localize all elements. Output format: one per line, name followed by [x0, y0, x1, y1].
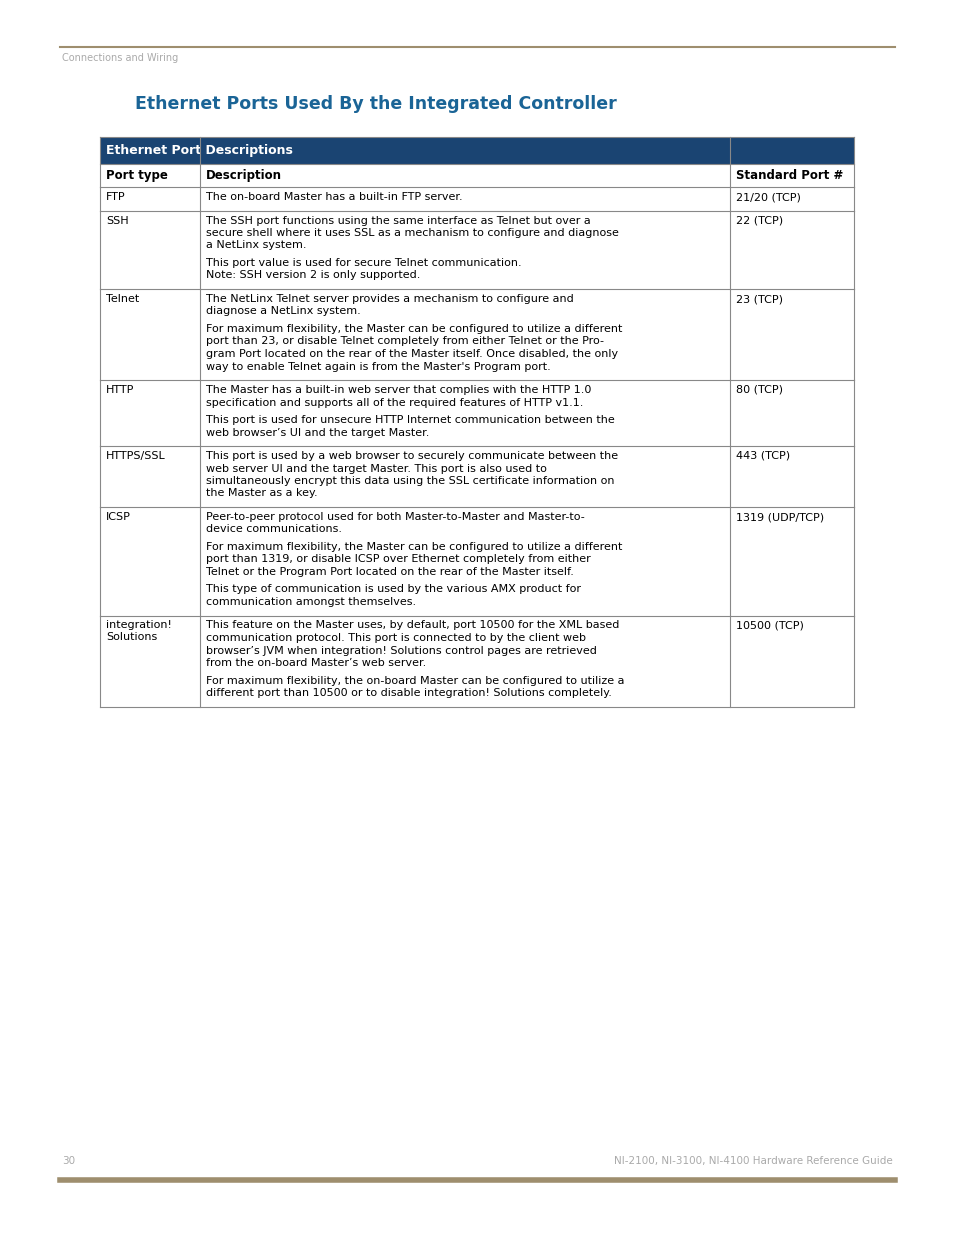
Text: secure shell where it uses SSL as a mechanism to configure and diagnose: secure shell where it uses SSL as a mech… [206, 228, 618, 238]
Text: diagnose a NetLinx system.: diagnose a NetLinx system. [206, 306, 360, 316]
Text: The on-board Master has a built-in FTP server.: The on-board Master has a built-in FTP s… [206, 191, 462, 203]
Text: 1319 (UDP/TCP): 1319 (UDP/TCP) [735, 513, 823, 522]
Text: web browser’s UI and the target Master.: web browser’s UI and the target Master. [206, 427, 429, 437]
Text: from the on-board Master’s web server.: from the on-board Master’s web server. [206, 658, 426, 668]
Text: This port value is used for secure Telnet communication.: This port value is used for secure Telne… [206, 258, 521, 268]
Text: 80 (TCP): 80 (TCP) [735, 385, 782, 395]
Text: Connections and Wiring: Connections and Wiring [62, 53, 178, 63]
Text: a NetLinx system.: a NetLinx system. [206, 241, 306, 251]
Text: simultaneously encrypt this data using the SSL certificate information on: simultaneously encrypt this data using t… [206, 475, 614, 487]
Bar [100, 446, 853, 508]
Text: HTTP: HTTP [106, 385, 134, 395]
Text: Port type: Port type [106, 169, 168, 182]
Text: Telnet: Telnet [106, 294, 139, 304]
Text: HTTPS/SSL: HTTPS/SSL [106, 451, 166, 461]
Text: This type of communication is used by the various AMX product for: This type of communication is used by th… [206, 584, 580, 594]
Bar [100, 615, 853, 706]
Bar [100, 289, 853, 380]
Text: Telnet or the Program Port located on the rear of the Master itself.: Telnet or the Program Port located on th… [206, 567, 574, 577]
Bar [100, 186, 853, 210]
Text: device communications.: device communications. [206, 525, 341, 535]
Bar [100, 508, 853, 615]
Text: ICSP: ICSP [106, 513, 131, 522]
Text: different port than 10500 or to disable integration! Solutions completely.: different port than 10500 or to disable … [206, 688, 611, 698]
Text: Ethernet Ports Used By the Integrated Controller: Ethernet Ports Used By the Integrated Co… [135, 95, 616, 112]
Text: The Master has a built-in web server that complies with the HTTP 1.0: The Master has a built-in web server tha… [206, 385, 591, 395]
Text: 21/20 (TCP): 21/20 (TCP) [735, 191, 800, 203]
Text: communication amongst themselves.: communication amongst themselves. [206, 597, 416, 606]
Text: 10500 (TCP): 10500 (TCP) [735, 620, 803, 631]
Text: Note: SSH version 2 is only supported.: Note: SSH version 2 is only supported. [206, 270, 420, 280]
Text: 23 (TCP): 23 (TCP) [735, 294, 782, 304]
Text: The NetLinx Telnet server provides a mechanism to configure and: The NetLinx Telnet server provides a mec… [206, 294, 573, 304]
Text: Peer-to-peer protocol used for both Master-to-Master and Master-to-: Peer-to-peer protocol used for both Mast… [206, 513, 584, 522]
Text: Ethernet Port Descriptions: Ethernet Port Descriptions [106, 144, 293, 157]
Text: 443 (TCP): 443 (TCP) [735, 451, 789, 461]
Text: gram Port located on the rear of the Master itself. Once disabled, the only: gram Port located on the rear of the Mas… [206, 350, 618, 359]
Text: The SSH port functions using the same interface as Telnet but over a: The SSH port functions using the same in… [206, 215, 590, 226]
Text: FTP: FTP [106, 191, 126, 203]
Text: way to enable Telnet again is from the Master's Program port.: way to enable Telnet again is from the M… [206, 362, 550, 372]
Text: SSH: SSH [106, 215, 129, 226]
Text: 22 (TCP): 22 (TCP) [735, 215, 782, 226]
Text: communication protocol. This port is connected to by the client web: communication protocol. This port is con… [206, 634, 585, 643]
Text: This port is used for unsecure HTTP Internet communication between the: This port is used for unsecure HTTP Inte… [206, 415, 614, 425]
Text: 30: 30 [62, 1156, 75, 1166]
Text: Standard Port #: Standard Port # [735, 169, 842, 182]
Bar [100, 137, 853, 164]
Bar [100, 380, 853, 446]
Text: Description: Description [206, 169, 282, 182]
Text: For maximum flexibility, the on-board Master can be configured to utilize a: For maximum flexibility, the on-board Ma… [206, 676, 624, 685]
Text: port than 1319, or disable ICSP over Ethernet completely from either: port than 1319, or disable ICSP over Eth… [206, 555, 590, 564]
Text: integration!
Solutions: integration! Solutions [106, 620, 172, 642]
Text: browser’s JVM when integration! Solutions control pages are retrieved: browser’s JVM when integration! Solution… [206, 646, 597, 656]
Text: the Master as a key.: the Master as a key. [206, 489, 317, 499]
Text: This feature on the Master uses, by default, port 10500 for the XML based: This feature on the Master uses, by defa… [206, 620, 618, 631]
Text: NI-2100, NI-3100, NI-4100 Hardware Reference Guide: NI-2100, NI-3100, NI-4100 Hardware Refer… [614, 1156, 892, 1166]
Text: For maximum flexibility, the Master can be configured to utilize a different: For maximum flexibility, the Master can … [206, 324, 621, 333]
Text: port than 23, or disable Telnet completely from either Telnet or the Pro-: port than 23, or disable Telnet complete… [206, 336, 603, 347]
Text: web server UI and the target Master. This port is also used to: web server UI and the target Master. Thi… [206, 463, 546, 473]
Text: specification and supports all of the required features of HTTP v1.1.: specification and supports all of the re… [206, 398, 583, 408]
Bar [100, 210, 853, 289]
Text: For maximum flexibility, the Master can be configured to utilize a different: For maximum flexibility, the Master can … [206, 542, 621, 552]
Text: This port is used by a web browser to securely communicate between the: This port is used by a web browser to se… [206, 451, 618, 461]
